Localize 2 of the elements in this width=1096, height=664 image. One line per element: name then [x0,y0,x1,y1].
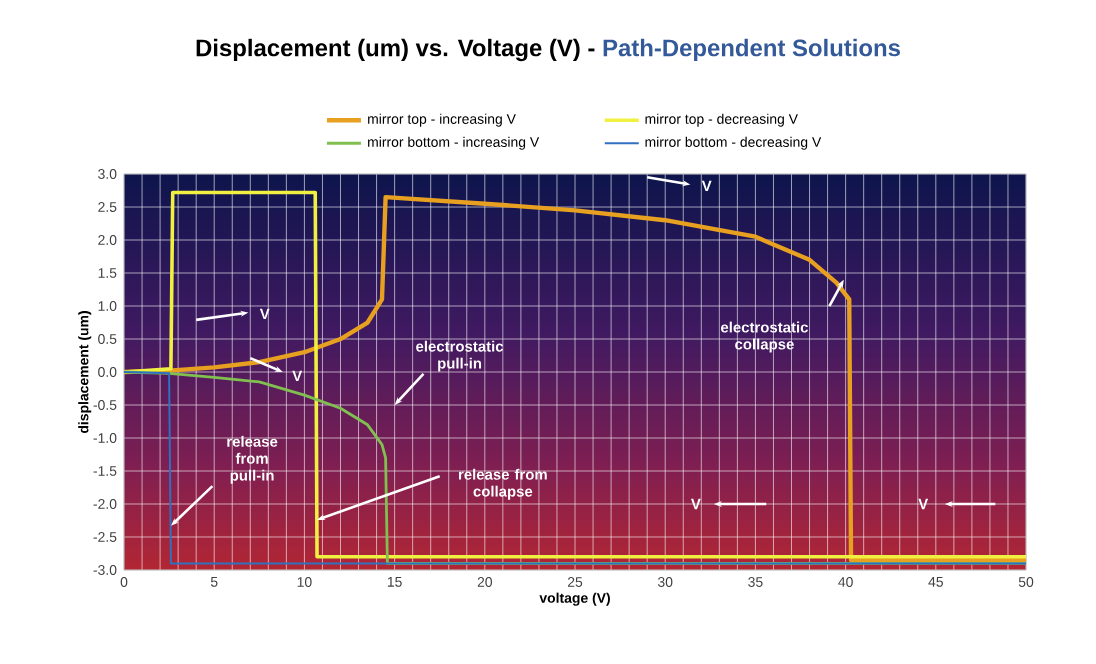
chart-subtitle: Path-Dependent Solutions [603,38,900,62]
chart-title: Displacement (um) vs. Voltage (V) - [196,38,595,62]
